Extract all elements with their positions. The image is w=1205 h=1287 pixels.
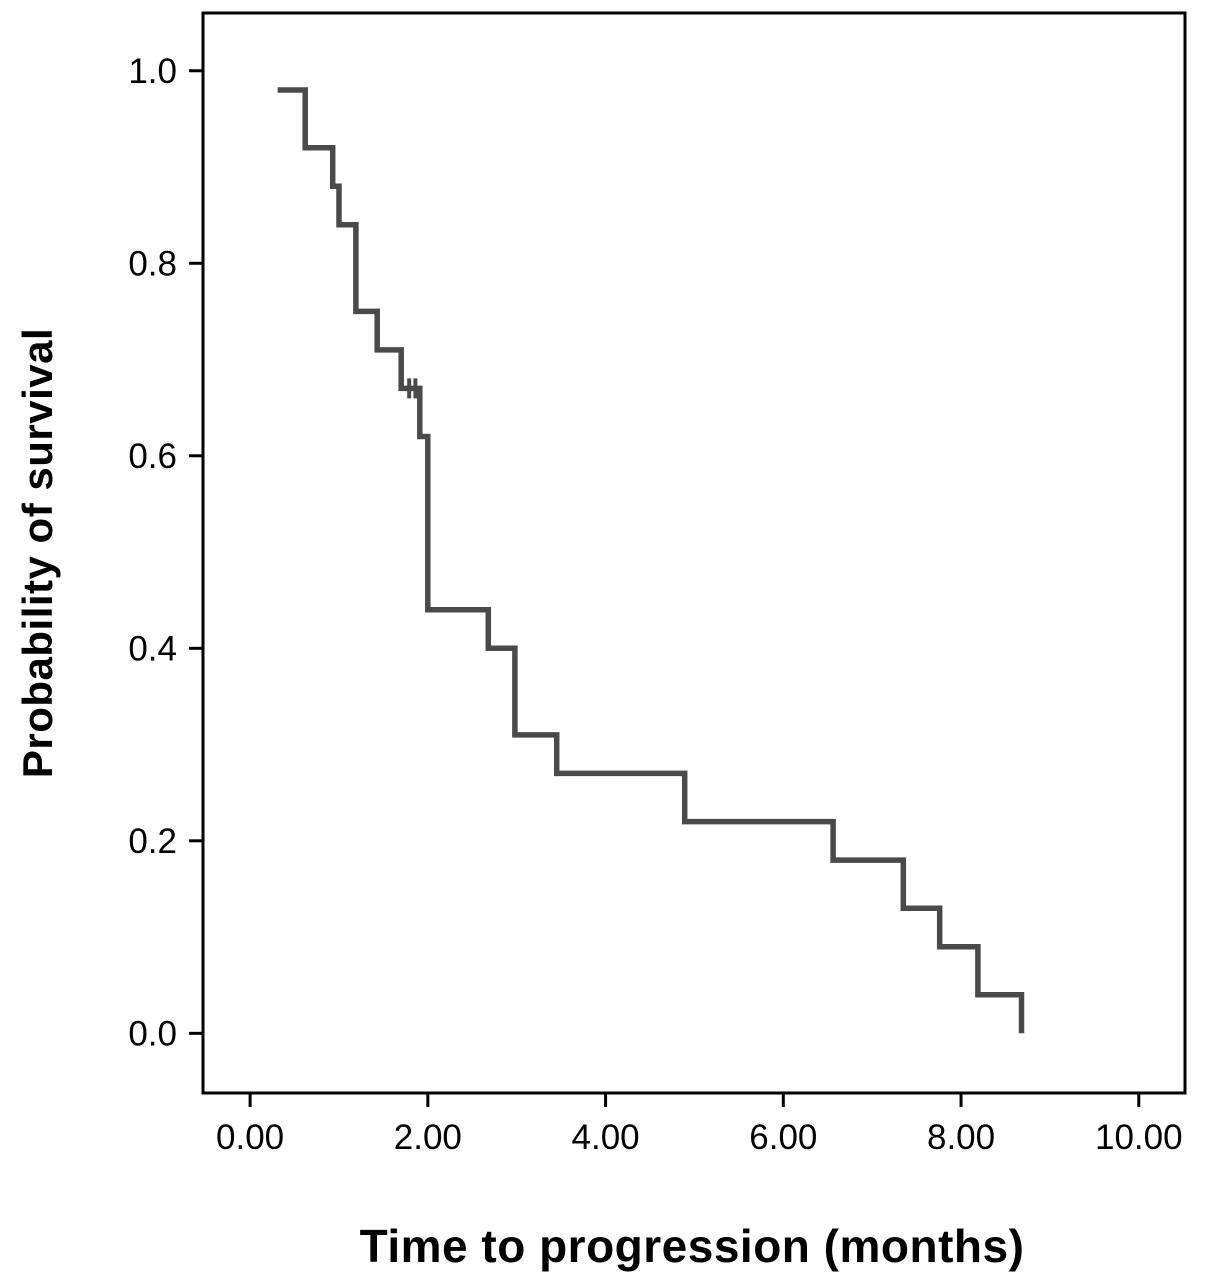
x-tick-label: 6.00 bbox=[749, 1118, 817, 1157]
x-tick-label: 2.00 bbox=[394, 1118, 462, 1157]
y-tick-label: 1.0 bbox=[128, 52, 177, 91]
y-tick-label: 0.2 bbox=[128, 822, 177, 861]
x-tick-label: 4.00 bbox=[572, 1118, 640, 1157]
y-tick-label: 0.0 bbox=[128, 1014, 177, 1053]
x-tick-label: 8.00 bbox=[927, 1118, 995, 1157]
y-axis-title: Probability of survival bbox=[14, 328, 61, 778]
survival-step-curve bbox=[277, 87, 1025, 1034]
x-tick-label: 10.00 bbox=[1095, 1118, 1183, 1157]
plot-frame bbox=[201, 11, 1187, 1095]
x-axis-ticks: 0.00 2.00 4.00 6.00 8.00 10.00 bbox=[216, 1093, 1183, 1157]
y-axis-ticks: 1.0 0.8 0.6 0.4 0.2 0.0 bbox=[128, 52, 203, 1053]
x-tick-label: 0.00 bbox=[216, 1118, 284, 1157]
y-tick-label: 0.6 bbox=[128, 437, 177, 476]
x-axis-title: Time to progression (months) bbox=[360, 1220, 1025, 1272]
censor-marks bbox=[407, 378, 418, 399]
y-tick-label: 0.4 bbox=[128, 629, 177, 668]
y-tick-label: 0.8 bbox=[128, 244, 177, 283]
